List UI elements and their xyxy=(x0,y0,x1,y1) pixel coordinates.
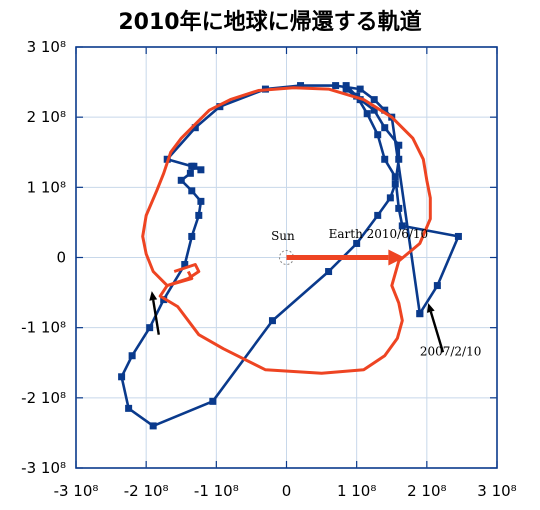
data-point xyxy=(416,310,424,318)
data-point xyxy=(186,169,194,177)
data-point xyxy=(332,82,340,90)
annotation-label: Sun xyxy=(271,229,295,243)
arrow-head xyxy=(149,291,158,301)
data-point xyxy=(146,324,154,332)
data-point xyxy=(177,176,185,184)
data-point xyxy=(395,155,403,163)
annotation-label: 2007/2/10 xyxy=(420,345,482,359)
data-point xyxy=(395,141,403,149)
data-point xyxy=(149,422,157,430)
data-point xyxy=(216,103,224,111)
data-point xyxy=(195,211,203,219)
data-point xyxy=(191,124,199,132)
x-tick-label: -2 10⁸ xyxy=(124,482,169,500)
data-point xyxy=(433,282,441,290)
y-tick-label: 2 10⁸ xyxy=(27,108,66,126)
arrow-shaft xyxy=(429,311,445,353)
data-point xyxy=(363,110,371,118)
x-tick-label: 1 10⁸ xyxy=(337,482,376,500)
data-point xyxy=(374,131,382,139)
data-point xyxy=(454,232,462,240)
x-tick-label: -3 10⁸ xyxy=(54,482,99,500)
y-tick-label: 3 10⁸ xyxy=(27,38,66,56)
y-tick-label: 0 xyxy=(56,249,66,267)
data-point xyxy=(353,239,361,247)
data-point xyxy=(381,155,389,163)
y-tick-label: -3 10⁸ xyxy=(21,459,66,477)
data-point xyxy=(386,194,394,202)
data-point xyxy=(188,187,196,195)
data-point xyxy=(342,85,350,93)
data-point xyxy=(125,404,133,412)
series-line xyxy=(141,86,432,375)
data-point xyxy=(325,268,333,276)
data-point xyxy=(356,85,364,93)
data-point xyxy=(118,373,126,381)
data-point xyxy=(188,232,196,240)
data-point xyxy=(197,197,205,205)
y-tick-label: -1 10⁸ xyxy=(21,319,66,337)
data-point xyxy=(268,317,276,325)
x-tick-label: 2 10⁸ xyxy=(407,482,446,500)
data-point xyxy=(374,211,382,219)
y-tick-label: -2 10⁸ xyxy=(21,389,66,407)
data-point xyxy=(197,166,205,174)
data-point xyxy=(381,124,389,132)
arrow-head xyxy=(388,249,405,266)
data-point xyxy=(391,173,399,181)
annotation-label: Earth 2010/6/10 xyxy=(329,227,429,241)
arrow-shaft xyxy=(152,299,160,335)
data-point xyxy=(188,162,196,170)
data-point xyxy=(370,106,378,114)
data-point xyxy=(370,96,378,104)
x-tick-label: 0 xyxy=(282,482,292,500)
y-tick-label: 1 10⁸ xyxy=(27,178,66,196)
data-point xyxy=(209,397,217,405)
data-point xyxy=(391,180,399,188)
data-point xyxy=(381,106,389,114)
x-tick-label: 3 10⁸ xyxy=(477,482,516,500)
data-point xyxy=(342,82,350,90)
data-point xyxy=(297,82,305,90)
chart-title: 2010年に地球に帰還する軌道 xyxy=(118,10,422,35)
x-tick-label: -1 10⁸ xyxy=(194,482,239,500)
arrow-head xyxy=(426,303,435,313)
data-point xyxy=(395,204,403,212)
data-point xyxy=(128,352,136,360)
data-point xyxy=(398,222,406,230)
data-point xyxy=(181,261,189,269)
